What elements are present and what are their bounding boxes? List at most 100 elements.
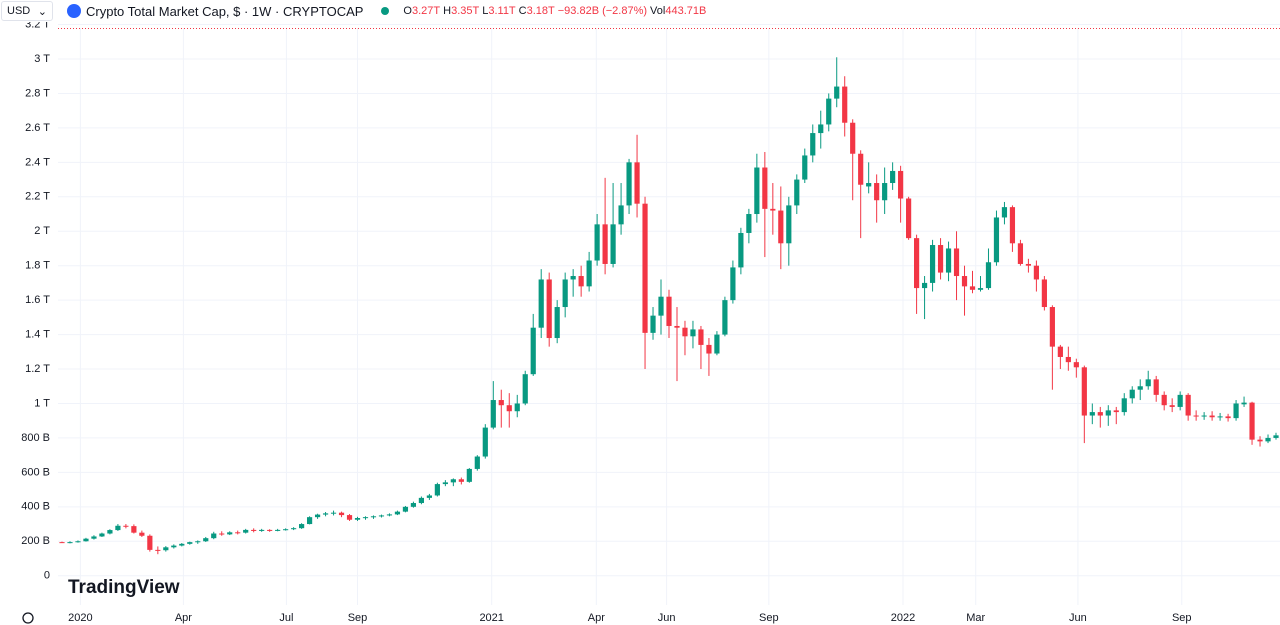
candle-body — [626, 162, 632, 206]
candle-body — [227, 532, 233, 535]
y-tick-label: 1.8 T — [25, 260, 50, 272]
ohlc-value: 3.18T — [526, 5, 555, 17]
candle-body — [482, 427, 488, 457]
candle-body — [458, 479, 464, 482]
candle-body — [602, 224, 608, 264]
candle-body — [610, 224, 616, 264]
y-tick-label: 1 T — [34, 397, 50, 409]
ohlc-label: C — [518, 5, 527, 17]
chevron: ⌄ — [37, 5, 47, 18]
candle-body — [826, 98, 832, 125]
candle-body — [562, 279, 568, 308]
candle-body — [746, 214, 752, 233]
candle-body — [155, 549, 161, 551]
candle-body — [778, 210, 784, 244]
candle-body — [650, 315, 656, 333]
settings-icon[interactable] — [22, 612, 34, 624]
candle-body — [187, 542, 193, 544]
candle-body — [810, 133, 816, 156]
candle-body — [171, 545, 177, 548]
candle-body — [75, 541, 81, 543]
header: USD ⌄ Crypto Total Market Cap, $ · 1W · C… — [0, 0, 1280, 22]
candle-body — [291, 528, 297, 530]
x-tick-label: Apr — [588, 612, 605, 624]
candle-body — [730, 267, 736, 301]
y-tick-label: 2.8 T — [25, 87, 50, 99]
candle-body — [1097, 412, 1103, 416]
candle-body — [738, 232, 744, 268]
candle-body — [243, 529, 249, 533]
candle-body — [977, 288, 984, 290]
y-tick-label: 1.6 T — [25, 294, 50, 306]
y-tick-label: 2.6 T — [25, 122, 50, 134]
y-tick-label: 800 B — [21, 432, 50, 444]
candle-body — [1057, 346, 1063, 357]
candle-body — [682, 327, 688, 337]
candle-body — [346, 515, 353, 520]
candle-body — [538, 279, 544, 328]
candle-body — [698, 329, 704, 345]
candle-body — [953, 248, 960, 277]
candle-body — [961, 276, 968, 287]
candle-body — [251, 529, 257, 531]
candle-body — [434, 484, 440, 496]
candle-body — [450, 479, 456, 483]
candle-body — [219, 533, 225, 535]
candle-body — [1049, 307, 1055, 347]
ohlc-label: H — [443, 5, 452, 17]
candle-body — [834, 86, 840, 99]
y-tick-label: 2 T — [34, 225, 50, 237]
candle-body — [714, 334, 720, 354]
candle-body — [338, 512, 345, 516]
candle-body — [1201, 415, 1207, 417]
y-tick-label: 200 B — [21, 535, 50, 547]
candle-body — [921, 282, 928, 289]
candle-body — [1089, 412, 1095, 416]
candle-body — [139, 532, 145, 536]
candle-body — [1161, 394, 1167, 406]
y-tick-label: 1.2 T — [25, 363, 50, 375]
candle-body — [674, 325, 680, 328]
candle-body — [1137, 386, 1143, 390]
volume-value: 443.71B — [665, 5, 707, 17]
x-tick-label: 2021 — [479, 612, 503, 624]
y-tick-label: 2.2 T — [25, 191, 50, 203]
x-tick-label: Jun — [658, 612, 676, 624]
candle-body — [283, 529, 289, 531]
y-tick-label: 400 B — [21, 501, 50, 513]
x-tick-label: Mar — [966, 612, 985, 624]
candle-body — [179, 543, 185, 546]
candle-body — [666, 296, 672, 326]
candle-body — [330, 512, 337, 514]
candle-body — [945, 248, 952, 273]
candle-body — [522, 374, 528, 404]
ohlc-label: O — [403, 5, 412, 17]
candle-body — [1233, 403, 1239, 419]
candle-body — [203, 538, 209, 542]
candle-body — [866, 183, 872, 187]
candle-body — [762, 167, 768, 209]
currency-select[interactable]: USD ⌄ — [1, 1, 53, 21]
symbol-title: Crypto Total Market Cap, $ · 1W · CRYPTO… — [86, 3, 364, 19]
candle-body — [370, 516, 377, 518]
candle-body — [1129, 389, 1135, 399]
candle-body — [586, 260, 592, 287]
x-tick-label: Apr — [175, 612, 192, 624]
candle-body — [59, 542, 65, 544]
candle-body — [1113, 410, 1119, 413]
candle-body — [1121, 398, 1127, 413]
candle-body — [1241, 402, 1247, 405]
watermark: TradingView — [68, 577, 180, 598]
candle-body — [570, 276, 576, 280]
candle-body — [786, 205, 792, 244]
candle-body — [1041, 279, 1047, 308]
candle-body — [913, 238, 920, 289]
candle-body — [211, 533, 217, 539]
candle-body — [1209, 415, 1215, 418]
candle-body — [123, 525, 129, 527]
symbol-logo — [67, 4, 81, 18]
candle-body — [882, 183, 888, 201]
candle-body — [378, 515, 385, 517]
candle-body — [418, 497, 425, 504]
ohlc-value: 3.11T — [488, 5, 516, 17]
